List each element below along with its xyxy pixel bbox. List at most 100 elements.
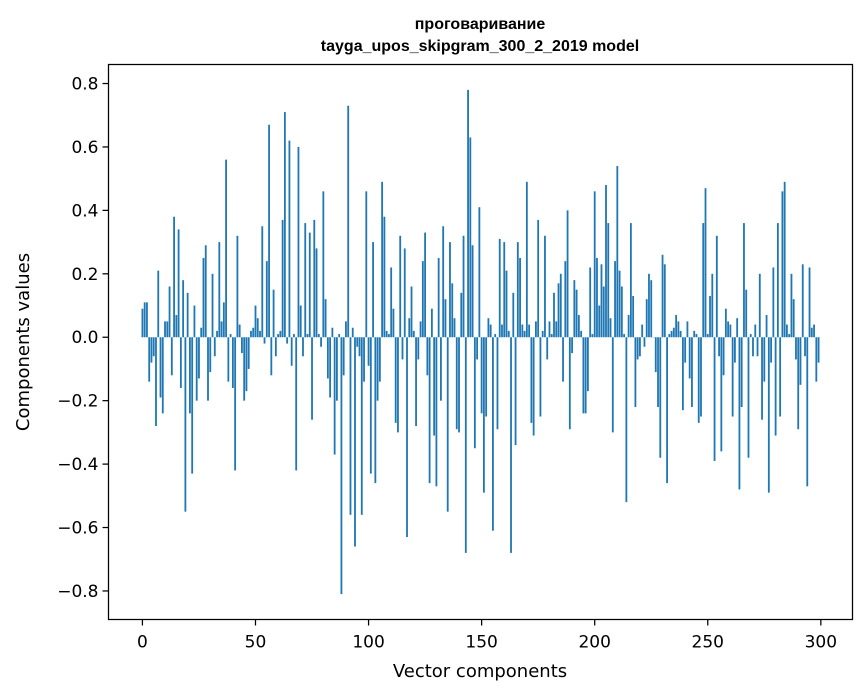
bar <box>634 337 637 408</box>
bar <box>241 337 243 354</box>
bar <box>428 337 431 484</box>
bar <box>207 337 209 401</box>
bar <box>711 273 714 338</box>
bar <box>467 89 469 338</box>
bar <box>480 337 483 414</box>
bar <box>681 337 684 411</box>
bar <box>306 334 309 338</box>
bar <box>295 337 298 471</box>
bar <box>356 337 359 347</box>
bar <box>222 302 225 338</box>
bar <box>806 337 809 487</box>
bar <box>345 321 347 338</box>
bar <box>810 327 813 338</box>
x-tick-label: 250 <box>692 633 724 653</box>
x-axis: 0 50 100 150 200 250 300 <box>137 619 837 653</box>
bar <box>799 337 802 385</box>
bar <box>731 337 734 417</box>
bar <box>575 289 578 338</box>
bar <box>767 337 770 493</box>
bar <box>211 273 214 338</box>
bar <box>704 188 707 338</box>
bar <box>616 165 619 338</box>
bar <box>808 267 811 338</box>
bar <box>657 337 659 408</box>
bar <box>727 321 730 338</box>
bar <box>324 299 327 338</box>
bar <box>198 337 200 379</box>
bar <box>738 337 741 490</box>
bar <box>672 327 675 338</box>
bar <box>482 337 485 493</box>
y-tick-label: 0.6 <box>71 138 98 158</box>
bar <box>740 337 743 408</box>
bar <box>234 337 237 471</box>
bar <box>281 219 284 338</box>
bar <box>311 337 313 420</box>
bar <box>173 216 175 338</box>
bar <box>159 337 162 398</box>
bar <box>333 337 336 455</box>
bar <box>591 334 594 338</box>
bar <box>216 330 218 338</box>
bar <box>559 273 562 338</box>
bar <box>155 337 157 427</box>
bar <box>498 238 501 338</box>
bar <box>349 337 352 515</box>
bar <box>433 337 436 436</box>
bar <box>528 324 531 338</box>
y-tick-label: −0.8 <box>57 582 98 602</box>
bar <box>507 330 510 338</box>
bar <box>231 337 234 388</box>
bar <box>365 191 368 338</box>
bar <box>743 223 745 338</box>
bar <box>329 337 332 398</box>
bar <box>720 337 723 452</box>
bar <box>302 337 304 357</box>
bar <box>564 261 567 338</box>
y-axis-title: Components values <box>13 253 34 431</box>
bar <box>315 248 318 338</box>
bar <box>670 330 673 338</box>
bar <box>179 337 182 388</box>
bar <box>724 308 727 338</box>
bar <box>781 191 784 338</box>
x-tick-label: 150 <box>465 633 497 653</box>
x-tick-label: 200 <box>578 633 610 653</box>
bar <box>421 261 424 338</box>
bar <box>686 321 689 338</box>
bar <box>548 321 551 338</box>
bar <box>209 337 212 373</box>
bar <box>505 270 508 338</box>
bar <box>795 337 797 360</box>
bar <box>532 337 535 436</box>
bar <box>340 337 343 595</box>
bar <box>747 337 750 458</box>
bar <box>629 223 632 338</box>
bar <box>446 337 449 512</box>
y-tick-label: −0.2 <box>57 392 98 412</box>
bar <box>148 337 151 382</box>
bar <box>503 242 506 338</box>
bar <box>663 264 666 338</box>
bar <box>397 337 399 433</box>
y-tick-label: −0.4 <box>57 455 98 475</box>
bar <box>342 337 345 376</box>
bar <box>537 219 540 338</box>
bar <box>632 296 635 338</box>
bar <box>758 273 761 338</box>
bar <box>650 280 653 338</box>
bar <box>492 337 494 531</box>
bar <box>464 337 467 553</box>
bar <box>684 337 687 363</box>
bar <box>313 219 316 338</box>
bar <box>790 273 793 338</box>
bar <box>589 267 592 338</box>
bar <box>535 321 537 338</box>
bar <box>189 337 191 414</box>
bar <box>539 337 542 417</box>
bar <box>817 337 820 363</box>
bar <box>706 334 709 338</box>
bar <box>600 264 603 338</box>
bar <box>430 308 433 338</box>
